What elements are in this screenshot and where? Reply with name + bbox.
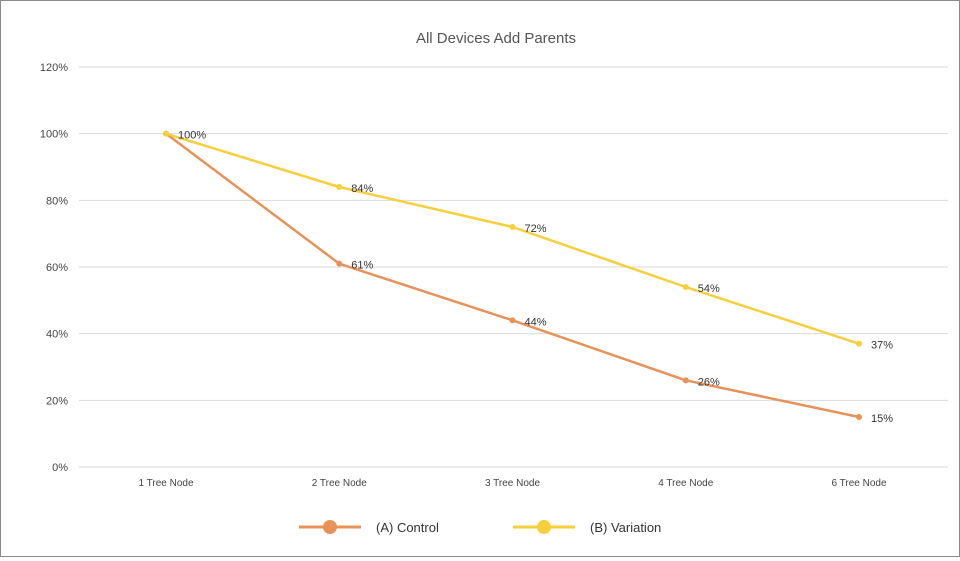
data-point (856, 414, 862, 420)
legend-label: (B) Variation (590, 520, 661, 535)
data-point (509, 224, 516, 230)
y-tick-label: 60% (46, 262, 68, 274)
series-lines (163, 130, 862, 420)
data-label: 54% (698, 283, 720, 295)
y-tick-label: 20% (46, 395, 68, 407)
data-label: 15% (871, 413, 893, 425)
x-tick-label: 4 Tree Node (658, 478, 713, 489)
x-tick-label: 2 Tree Node (312, 478, 367, 489)
legend-swatch-marker (323, 520, 337, 534)
y-tick-label: 80% (46, 195, 68, 207)
data-point (509, 317, 516, 324)
data-point (336, 260, 343, 267)
legend: (A) Control (B) Variation (299, 520, 661, 535)
data-labels: 100% 61% 44% 26% 15% 84% 72% 54% 37% (178, 130, 893, 425)
data-point (682, 284, 689, 290)
y-tick-label: 100% (40, 129, 68, 141)
y-tick-label: 120% (40, 62, 68, 74)
series-line-1 (165, 132, 860, 345)
data-point (336, 184, 343, 190)
chart-title: All Devices Add Parents (416, 30, 576, 47)
data-point (682, 377, 689, 384)
x-tick-label: 1 Tree Node (138, 478, 193, 489)
data-point (856, 340, 862, 347)
data-label: 26% (698, 376, 720, 388)
data-label: 37% (871, 340, 893, 352)
legend-swatch-marker (537, 520, 551, 534)
data-label: 72% (525, 223, 547, 235)
data-label: 100% (178, 130, 206, 142)
y-tick-label: 40% (46, 329, 68, 341)
x-tick-label: 3 Tree Node (485, 478, 540, 489)
x-axis-ticks: 1 Tree Node 2 Tree Node 3 Tree Node 4 Tree … (138, 478, 886, 489)
series-line-0 (165, 132, 860, 419)
data-point (163, 130, 169, 137)
data-label: 61% (351, 260, 373, 272)
data-label: 44% (525, 316, 547, 328)
y-tick-label: 0% (52, 462, 68, 474)
data-label: 84% (351, 183, 373, 195)
legend-label: (A) Control (376, 520, 439, 535)
gridlines (79, 66, 948, 468)
x-tick-label: 6 Tree Node (831, 478, 886, 489)
y-axis-ticks: 0% 20% 40% 60% 80% 100% 120% (40, 62, 68, 474)
